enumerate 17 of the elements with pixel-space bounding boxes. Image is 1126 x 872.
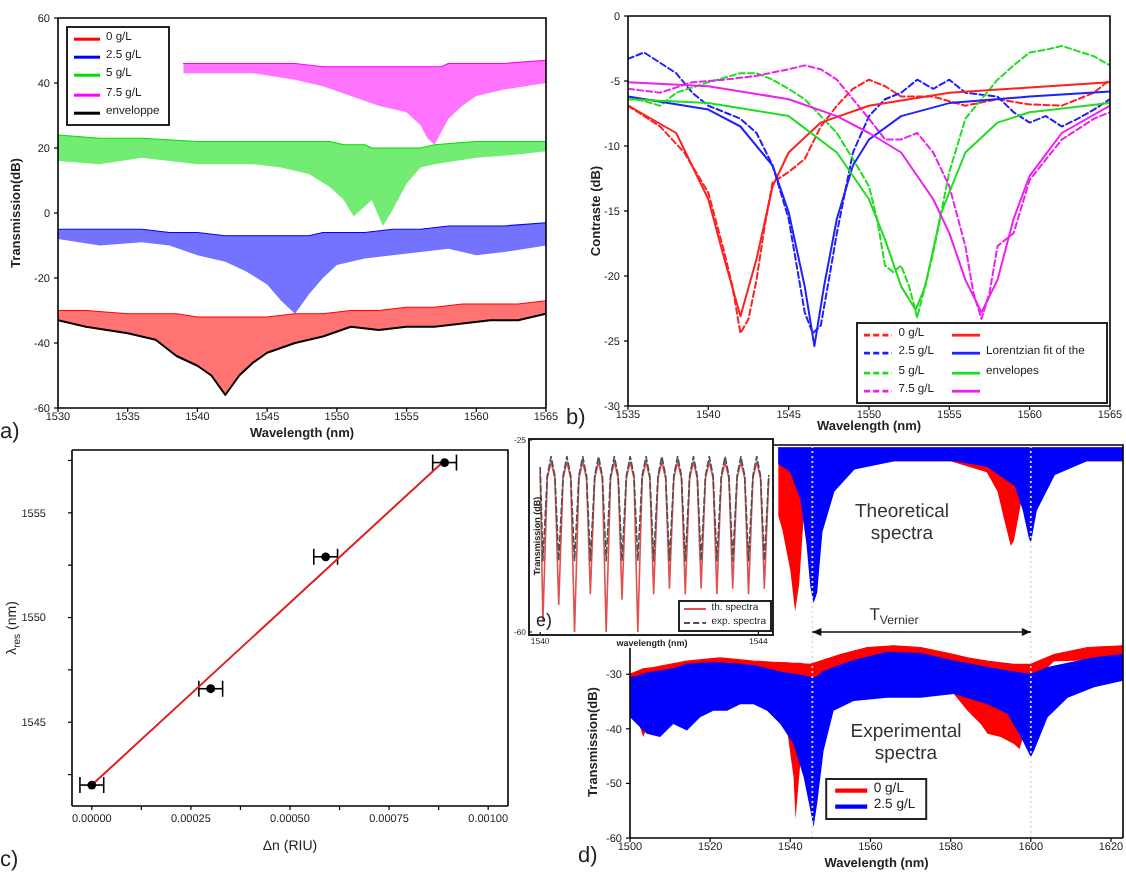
line-series xyxy=(58,222,546,237)
text: c) xyxy=(0,848,19,872)
annotation: Theoretical spectra xyxy=(855,499,949,545)
point xyxy=(206,684,216,694)
point xyxy=(87,780,97,790)
text: a) xyxy=(0,420,20,444)
point xyxy=(440,458,449,467)
point xyxy=(321,552,331,562)
annotation: e) xyxy=(536,610,553,630)
line-series xyxy=(539,461,770,632)
text: b) xyxy=(566,406,586,430)
annotation: Experimental spectra xyxy=(850,719,962,765)
line-series xyxy=(58,134,546,149)
line-series xyxy=(539,455,770,562)
annotation: T$_{Vernier}$ xyxy=(869,604,919,628)
text: d) xyxy=(578,844,598,868)
line-series xyxy=(58,300,546,318)
